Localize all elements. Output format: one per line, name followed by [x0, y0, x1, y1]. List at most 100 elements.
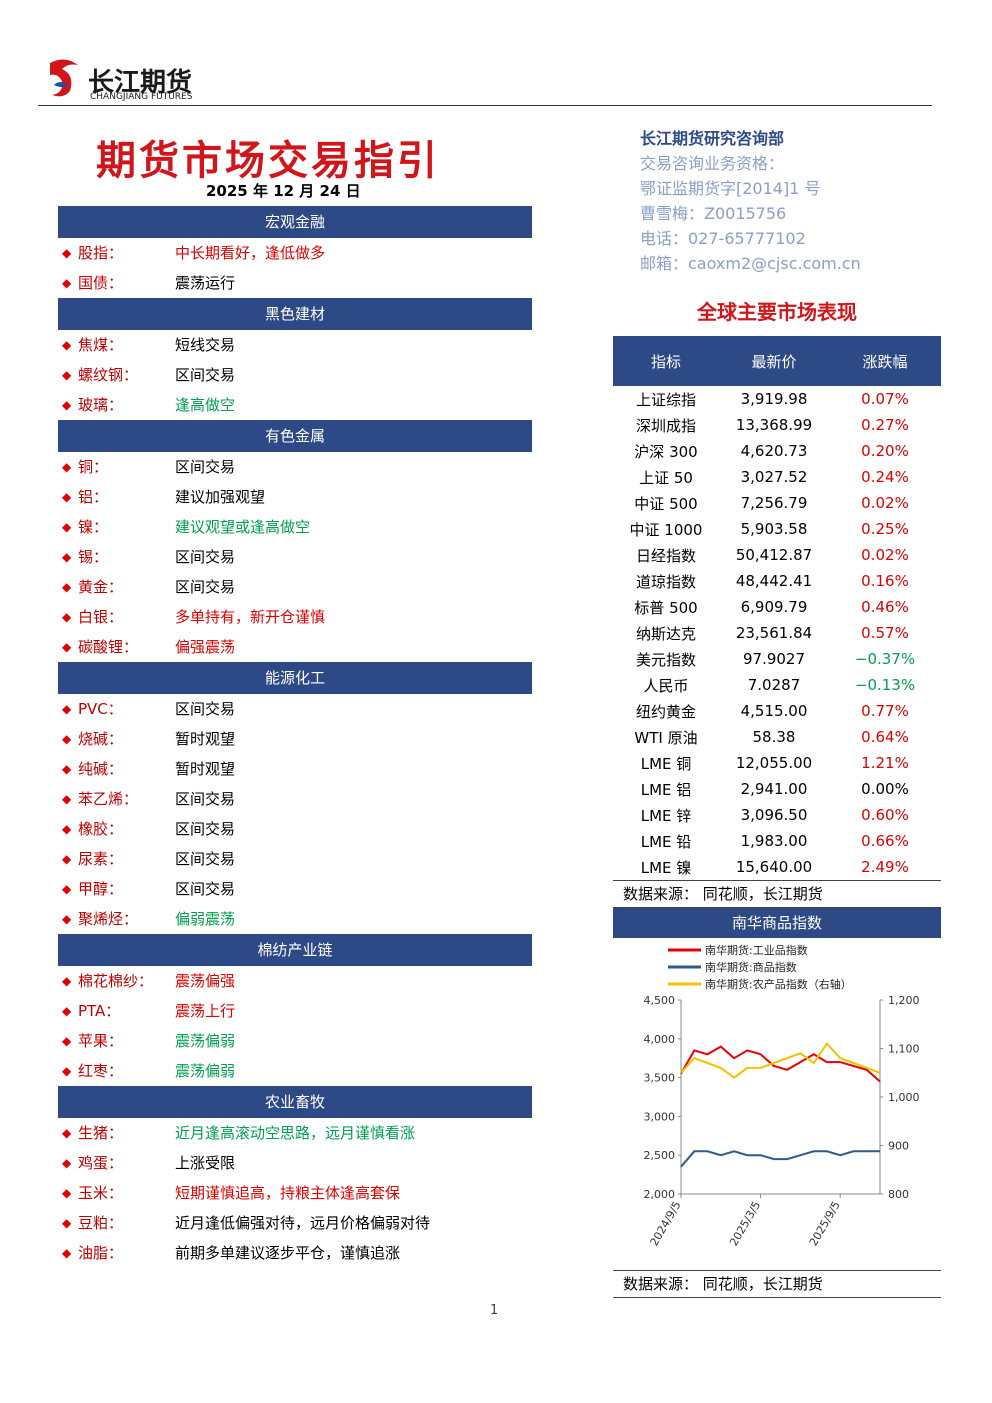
bullet: ◆ [62, 1156, 72, 1170]
cell-change: 0.60% [861, 806, 909, 824]
item-name: 纯碱： [78, 760, 124, 778]
legend-label: 南华期货:农产品指数（右轴） [705, 977, 852, 991]
cell-price: 97.9027 [742, 650, 806, 668]
guide-item: ◆ 生猪： 近月逢高滚动空思路，远月谨慎看涨 [58, 1118, 532, 1148]
cell-name: 道琼指数 [635, 572, 696, 591]
item-name: 尿素： [78, 850, 124, 868]
bullet: ◆ [62, 610, 72, 624]
item-name: 螺纹钢： [78, 366, 139, 384]
item-name: 豆粕： [78, 1214, 124, 1232]
cell-change: 0.77% [861, 702, 909, 720]
guide-item: ◆ 苹果： 震荡偏弱 [58, 1026, 532, 1056]
item-view: 区间交易 [175, 548, 236, 566]
item-name: 国债： [78, 274, 124, 292]
item-view: 区间交易 [175, 578, 236, 596]
cell-change: 0.02% [861, 546, 909, 564]
guide-item: ◆ PTA： 震荡上行 [58, 996, 532, 1026]
item-view: 近月逢高滚动空思路，远月谨慎看涨 [175, 1124, 416, 1142]
item-view: 区间交易 [175, 820, 236, 838]
bullet: ◆ [62, 276, 72, 290]
cell-price: 12,055.00 [735, 754, 813, 772]
cell-change: 0.64% [861, 728, 909, 746]
item-view: 区间交易 [175, 458, 236, 476]
market-title: 全球主要市场表现 [697, 300, 857, 324]
guide-item: ◆ 玉米： 短期谨慎追高，持粮主体逢高套保 [58, 1178, 532, 1208]
bullet: ◆ [62, 1034, 72, 1048]
item-name: 鸡蛋： [78, 1154, 124, 1172]
table-row: 中证 1000 5,903.58 0.25% [613, 516, 941, 542]
legend-label: 南华期货:商品指数 [705, 960, 797, 974]
contact: 长江期货研究咨询部 交易咨询业务资格： 鄂证监期货字[2014]1 号曹雪梅：Z00… [640, 126, 861, 276]
cell-change: −0.13% [854, 676, 916, 694]
bullet: ◆ [62, 1004, 72, 1018]
guide-item: ◆ 铜： 区间交易 [58, 452, 532, 482]
cell-price: 3,096.50 [740, 806, 808, 824]
item-name: PTA： [78, 1002, 121, 1020]
section-header: 农业畜牧 [58, 1086, 532, 1118]
cell-change: 0.02% [861, 494, 909, 512]
item-name: 聚烯烃： [78, 910, 139, 928]
guide-item: ◆ 甲醇： 区间交易 [58, 874, 532, 904]
item-name: 生猪： [78, 1124, 124, 1142]
table-row: 道琼指数 48,442.41 0.16% [613, 568, 941, 594]
table-row: 上证综指 3,919.98 0.07% [613, 386, 941, 412]
cell-change: 0.24% [861, 468, 909, 486]
item-name: 玻璃： [78, 396, 124, 414]
table-row: 标普 500 6,909.79 0.46% [613, 594, 941, 620]
bullet: ◆ [62, 732, 72, 746]
header-cell: 指标 [650, 352, 681, 371]
table-row: LME 铅 1,983.00 0.66% [613, 828, 941, 854]
guide-item: ◆ 油脂： 前期多单建议逐步平仓，谨慎追涨 [58, 1238, 532, 1268]
item-name: 锡： [78, 548, 109, 566]
cell-name: 纳斯达克 [635, 624, 696, 643]
y2-tick-label: 900 [888, 1140, 909, 1153]
cell-change: 0.27% [861, 416, 909, 434]
y-tick-label: 2,500 [644, 1149, 676, 1162]
cell-name: 中证 500 [634, 494, 698, 513]
cell-price: 2,941.00 [740, 780, 808, 798]
item-name: 油脂： [78, 1244, 124, 1262]
section-header: 宏观金融 [58, 206, 532, 238]
table-row: LME 镍 15,640.00 2.49% [613, 854, 941, 880]
y2-tick-label: 1,000 [888, 1091, 920, 1104]
cell-name: LME 铝 [640, 780, 692, 799]
x-tick-label: 2025/3/5 [727, 1199, 763, 1248]
item-name: 黄金： [78, 578, 124, 596]
y2-tick-label: 1,200 [888, 994, 920, 1007]
series-line [680, 1042, 881, 1079]
item-view: 区间交易 [175, 880, 236, 898]
item-name: 焦煤： [78, 336, 124, 354]
bullet: ◆ [62, 398, 72, 412]
bullet: ◆ [62, 368, 72, 382]
bullet: ◆ [62, 1216, 72, 1230]
table-row: LME 锌 3,096.50 0.60% [613, 802, 941, 828]
item-view: 近月逢低偏强对待，远月价格偏弱对待 [175, 1214, 431, 1232]
x-tick-label: 2025/9/5 [807, 1199, 843, 1248]
y-tick-label: 2,000 [644, 1188, 676, 1201]
item-view: 中长期看好，逢低做多 [175, 244, 326, 262]
logo-icon [50, 59, 78, 97]
header-cell: 最新价 [751, 352, 797, 371]
y-tick-label: 3,500 [644, 1072, 676, 1085]
item-view: 暂时观望 [175, 760, 236, 778]
header-cell: 涨跌幅 [862, 352, 908, 371]
cell-price: 15,640.00 [735, 858, 813, 876]
bullet: ◆ [62, 974, 72, 988]
x-tick-label: 2024/9/5 [648, 1199, 684, 1248]
market-table: 指标 最新价 涨跌幅 上证综指 3,919.98 0.07% 深圳成指 13,368.99 0.… [613, 336, 941, 908]
bullet: ◆ [62, 338, 72, 352]
contact-line: 长江期货研究咨询部 [640, 129, 785, 148]
contact-line: 鄂证监期货字[2014]1 号 [640, 179, 821, 198]
cell-name: 纽约黄金 [635, 702, 696, 721]
cell-price: 5,903.58 [740, 520, 808, 538]
logo-en: CHANGJIANG FUTURES [90, 92, 193, 102]
guide-item: ◆ 锡： 区间交易 [58, 542, 532, 572]
item-view: 震荡偏强 [175, 972, 236, 990]
guide-item: ◆ 黄金： 区间交易 [58, 572, 532, 602]
table-row: 人民币 7.0287 −0.13% [613, 672, 941, 698]
guide-item: ◆ 苯乙烯： 区间交易 [58, 784, 532, 814]
contact-line: 曹雪梅：Z0015756 [640, 204, 787, 223]
cell-change: 0.07% [861, 390, 909, 408]
y2-tick-label: 1,100 [888, 1043, 920, 1056]
cell-price: 58.38 [752, 728, 796, 746]
